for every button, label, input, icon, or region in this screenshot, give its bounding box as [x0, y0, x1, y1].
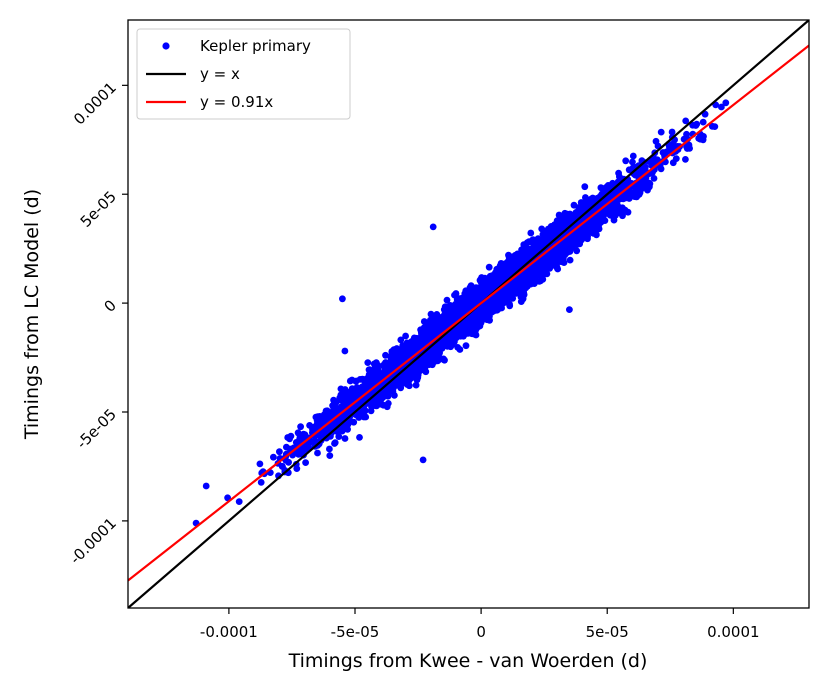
data-point [657, 128, 665, 136]
data-point [506, 300, 513, 308]
data-point [294, 429, 302, 437]
data-point [633, 171, 641, 179]
data-point [412, 381, 420, 389]
data-point [454, 344, 462, 351]
data-point [413, 376, 421, 384]
data-point [527, 229, 535, 237]
data-point [718, 103, 725, 111]
data-point [692, 122, 700, 129]
data-point [485, 263, 493, 271]
data-point [472, 331, 480, 339]
data-point [538, 225, 546, 233]
data-point [257, 479, 265, 486]
data-point [699, 118, 707, 126]
data-point [618, 208, 625, 215]
data-point [224, 494, 232, 502]
data-point [683, 143, 690, 150]
data-point [397, 336, 405, 344]
data-point [283, 443, 290, 451]
data-point [304, 444, 311, 452]
data-point [650, 175, 658, 182]
data-point [402, 332, 409, 340]
data-point [302, 459, 309, 466]
data-point [276, 448, 283, 456]
data-point [352, 377, 360, 385]
data-point [330, 396, 337, 404]
data-point [292, 439, 300, 446]
data-point [297, 423, 304, 431]
data-point [629, 158, 636, 166]
data-point [615, 169, 622, 177]
data-point [326, 445, 333, 453]
data-point [356, 434, 363, 441]
data-point [682, 117, 690, 125]
data-point [329, 402, 336, 409]
data-point [573, 247, 581, 255]
data-point [663, 148, 670, 156]
data-point [335, 433, 343, 440]
data-point [403, 381, 411, 388]
data-point [644, 186, 651, 194]
data-point [581, 183, 589, 191]
data-point [622, 157, 630, 165]
data-point [462, 342, 470, 350]
data-point [372, 359, 380, 366]
data-point [364, 359, 372, 366]
data-point [359, 375, 366, 383]
data-point [300, 430, 307, 438]
data-point [235, 498, 243, 505]
data-point [270, 453, 277, 461]
data-point [314, 449, 321, 457]
data-point [566, 256, 574, 264]
data-point [341, 435, 349, 442]
data-point [554, 265, 562, 273]
data-point [668, 128, 676, 136]
